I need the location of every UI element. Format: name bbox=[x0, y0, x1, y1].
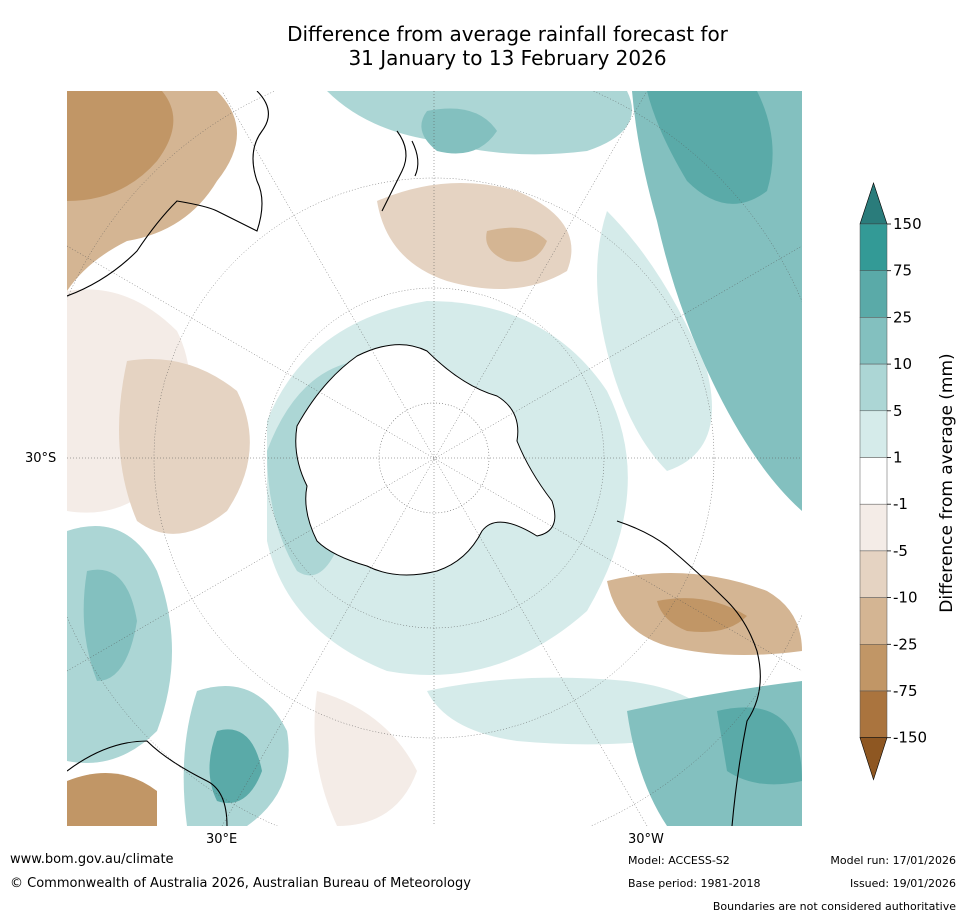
title-line-2: 31 January to 13 February 2026 bbox=[348, 46, 667, 70]
coastline-africa bbox=[67, 740, 228, 826]
footer-model-run: Model run: 17/01/2026 bbox=[830, 854, 956, 867]
anomaly-dry-e-core bbox=[657, 598, 747, 632]
anomaly-dry-n-core bbox=[486, 227, 547, 262]
colorbar-tick-label: 25 bbox=[893, 308, 912, 326]
anomaly-dry-sw bbox=[67, 773, 157, 826]
footer-model: Model: ACCESS-S2 bbox=[628, 854, 730, 867]
colorbar-tick-label: 5 bbox=[893, 402, 903, 420]
anomaly-wet-n-core bbox=[421, 108, 497, 154]
colorbar-box bbox=[859, 410, 888, 458]
colorbar-tick-label: -1 bbox=[893, 495, 908, 513]
colorbar: 150 75 25 10 5 1 -1 -5 -10 -25 -75 -150 bbox=[859, 182, 927, 781]
colorbar-box bbox=[859, 550, 888, 598]
footer-issued: Issued: 19/01/2026 bbox=[849, 877, 956, 890]
coastline-south-america bbox=[616, 520, 761, 826]
footer-website: www.bom.gov.au/climate bbox=[10, 852, 174, 867]
anomaly-light-wet-e bbox=[597, 211, 712, 471]
colorbar-box bbox=[859, 363, 888, 412]
colorbar-box bbox=[859, 317, 888, 365]
footer-base-period: Base period: 1981-2018 bbox=[628, 877, 761, 890]
graticule bbox=[67, 91, 802, 826]
colorbar-box bbox=[859, 690, 888, 738]
colorbar-ticks: 150 75 25 10 5 1 -1 -5 -10 -25 -75 -150 bbox=[887, 215, 927, 747]
colorbar-tick-label: -25 bbox=[893, 635, 918, 653]
colorbar-box bbox=[859, 503, 888, 552]
anomaly-dry-n bbox=[377, 183, 572, 289]
colorbar-tick-label: 150 bbox=[893, 215, 922, 233]
footer-copyright: © Commonwealth of Australia 2026, Austra… bbox=[10, 876, 471, 891]
anomaly-wet-s-core bbox=[209, 729, 262, 803]
colorbar-box bbox=[859, 223, 888, 271]
lon-label-30e: 30°E bbox=[206, 832, 238, 847]
lat-label-30s: 30°S bbox=[25, 451, 57, 466]
lon-label-30w: 30°W bbox=[628, 832, 664, 847]
footer-disclaimer: Boundaries are not considered authoritat… bbox=[712, 900, 956, 913]
colorbar-box bbox=[859, 457, 888, 505]
chart-title: Difference from average rainfall forecas… bbox=[0, 22, 965, 70]
colorbar-tick-label: -150 bbox=[893, 729, 927, 747]
title-line-1: Difference from average rainfall forecas… bbox=[287, 22, 728, 46]
colorbar-box bbox=[859, 597, 888, 645]
colorbar-box bbox=[859, 270, 888, 318]
colorbar-tick-label: -5 bbox=[893, 542, 908, 560]
coastline-new-zealand bbox=[381, 130, 419, 212]
colorbar-tick-label: 10 bbox=[893, 355, 912, 373]
anomaly-light-dry-s bbox=[314, 691, 417, 826]
anomaly-very-dry-nw bbox=[67, 91, 174, 201]
anomaly-wet-se-core bbox=[717, 707, 802, 785]
colorbar-extend-top bbox=[859, 182, 888, 225]
rainfall-map bbox=[67, 91, 802, 826]
colorbar-tick-label: -75 bbox=[893, 682, 918, 700]
colorbar-label: Difference from average (mm) bbox=[937, 353, 957, 613]
colorbar-tick-label: 75 bbox=[893, 262, 912, 280]
anomaly-wet-ne-core bbox=[647, 91, 773, 204]
coastline-australia bbox=[67, 91, 269, 297]
colorbar-box bbox=[859, 644, 888, 692]
anomaly-wet-sw-core bbox=[83, 569, 137, 681]
colorbar-extend-bottom bbox=[859, 737, 888, 781]
colorbar-tick-label: 1 bbox=[893, 449, 903, 467]
anomaly-dry-wc bbox=[119, 359, 250, 534]
colorbar-tick-label: -10 bbox=[893, 589, 918, 607]
colorbar-boxes bbox=[859, 182, 888, 781]
